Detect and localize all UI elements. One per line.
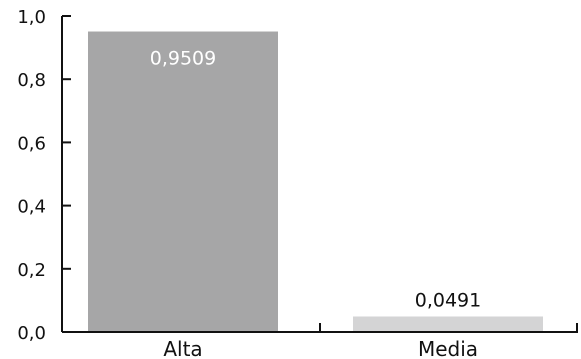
y-tick-label: 1,0 xyxy=(17,7,46,28)
data-label-media: 0,0491 xyxy=(415,289,481,311)
bar-media xyxy=(353,316,543,332)
data-labels: 0,9509 0,0491 xyxy=(150,48,481,312)
y-tick-label: 0,4 xyxy=(17,197,46,218)
x-axis: Alta Media xyxy=(62,323,578,359)
bar-alta xyxy=(88,31,278,333)
y-tick-label: 0,2 xyxy=(17,260,46,281)
y-axis: 0,0 0,2 0,4 0,6 0,8 1,0 xyxy=(17,7,71,344)
y-tick-label: 0,0 xyxy=(17,323,46,344)
data-label-alta: 0,9509 xyxy=(150,48,216,70)
y-tick-label: 0,6 xyxy=(17,133,46,154)
category-label-media: Media xyxy=(418,337,478,359)
category-label-alta: Alta xyxy=(163,337,202,359)
bars xyxy=(88,31,543,333)
y-tick-label: 0,8 xyxy=(17,70,46,91)
